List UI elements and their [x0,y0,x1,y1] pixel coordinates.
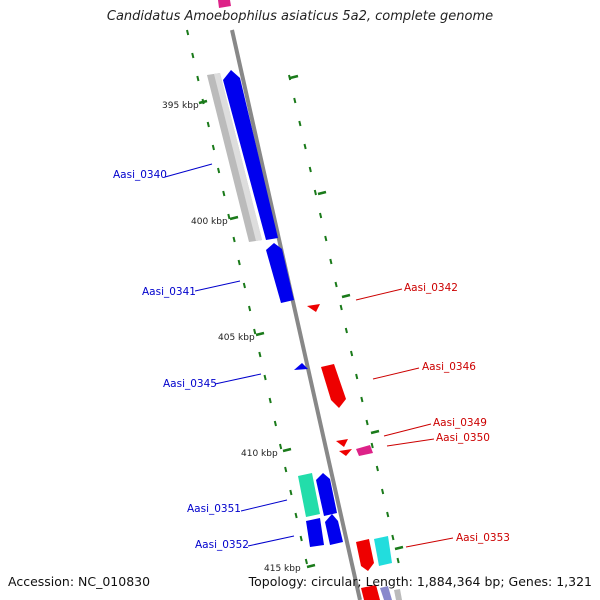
cds-arrow-aasi-0353[interactable] [356,539,374,571]
kbp-ticks [198,74,404,569]
ruler-dot [293,97,297,104]
ruler-dot [258,351,262,358]
cds-arrow-aasi-0351b[interactable] [316,473,337,516]
ruler-dot [211,144,215,151]
scale-label-410: 410 kbp [241,449,278,459]
ruler-dot [319,212,323,219]
kbp-major-tick-right [317,190,327,196]
ruler-dot [329,258,333,265]
rna-gene-aasi-0351[interactable] [298,473,320,517]
ruler-dot [248,305,252,312]
gene-label-aasi-0346[interactable]: Aasi_0346 [422,361,476,373]
ruler-dot [289,489,293,496]
dotted-rulers [186,29,400,565]
accession-text: Accession: NC_010830 [8,574,151,589]
gene-label-aasi-0341[interactable]: Aasi_0341 [142,286,196,298]
cds-arrow-aasi-0352b[interactable] [325,514,343,545]
ruler-dot [268,397,272,404]
label-leader-lines [164,163,454,548]
ruler-dot [308,166,312,173]
ruler-dot [381,488,385,495]
gray-gene-highlight [214,73,262,241]
cds-arrow-offscreen-1 [361,585,380,600]
ruler-dot [396,557,400,564]
ruler-dot [237,259,241,266]
kbp-major-tick-right [394,545,404,551]
scale-label-395: 395 kbp [162,101,199,111]
cds-arrow-offscreen-2 [380,586,392,600]
cds-arrow-aasi-0349[interactable] [336,439,348,447]
ruler-dot [298,120,302,127]
scale-labels: 395 kbp 400 kbp 405 kbp 410 kbp 415 kbp [162,101,301,574]
gene-top-stub [218,0,231,8]
gene-label-aasi-0350[interactable]: Aasi_0350 [436,432,490,444]
ruler-dot [232,236,236,243]
gene-label-aasi-0352[interactable]: Aasi_0352 [195,539,249,551]
ruler-dot [273,420,277,427]
cds-arrow-aasi-0352[interactable] [306,518,324,547]
ruler-dot [284,466,288,473]
gene-label-aasi-0351[interactable]: Aasi_0351 [187,503,241,515]
gene-label-aasi-0340[interactable]: Aasi_0340 [113,169,167,181]
kbp-major-tick-right [370,429,380,435]
ruler-dot [288,74,292,81]
cds-arrow-aasi-0346[interactable] [321,364,346,408]
map-title: Candidatus Amoebophilus asiaticus 5a2, c… [106,9,494,24]
kbp-major-tick [282,447,292,453]
kbp-major-tick [255,331,265,337]
ruler-dot [365,419,369,426]
gene-offscreen-3 [394,589,402,600]
kbp-major-tick-right [289,74,299,80]
cds-arrow-aasi-0342[interactable] [307,304,320,312]
gene-label-aasi-0345[interactable]: Aasi_0345 [163,378,217,390]
gene-label-aasi-0353[interactable]: Aasi_0353 [456,532,510,544]
scale-label-415: 415 kbp [264,564,301,574]
ruler-dot [304,558,308,565]
kbp-major-tick-right [341,293,351,299]
ruler-dot [313,189,317,196]
kbp-major-tick [229,215,239,221]
ruler-dot [386,511,390,518]
ruler-dot [186,29,190,36]
ruler-dot [263,374,267,381]
topology-text: Topology: circular; Length: 1,884,364 bp… [248,574,592,589]
cds-arrow-aasi-0345[interactable] [294,363,308,370]
ruler-dot [303,143,307,150]
ruler-dot [334,281,338,288]
ruler-dot [242,282,246,289]
pseudo-gene-aasi-0350[interactable] [356,445,373,456]
gene-label-aasi-0349[interactable]: Aasi_0349 [433,417,487,429]
cds-arrow-aasi-0341[interactable] [266,243,294,303]
ruler-dot [191,52,195,59]
genome-backbone [230,29,362,600]
ruler-dot [360,396,364,403]
ruler-dot [350,350,354,357]
gene-label-aasi-0342[interactable]: Aasi_0342 [404,282,458,294]
cds-arrow-aasi-0349b[interactable] [339,449,352,456]
ruler-dot [324,235,328,242]
ruler-dot [391,534,395,541]
ruler-dot [344,327,348,334]
ruler-dot [222,190,226,197]
ruler-dot [375,465,379,472]
ruler-dot [227,213,231,220]
gene-aasi-0353b[interactable] [374,536,392,566]
ruler-dot [253,328,257,335]
ruler-dot [339,304,343,311]
ruler-dot [370,442,374,449]
ruler-dot [279,443,283,450]
scale-label-400: 400 kbp [191,217,228,227]
ruler-dot [206,121,210,128]
ruler-dot [299,535,303,542]
ruler-dot [196,75,200,82]
scale-label-405: 405 kbp [218,333,255,343]
ruler-dot [294,512,298,519]
ruler-dot [217,167,221,174]
cds-arrow-aasi-0340[interactable] [223,70,278,240]
kbp-major-tick [306,563,316,569]
kbp-major-tick [198,99,208,105]
ruler-dot [355,373,359,380]
